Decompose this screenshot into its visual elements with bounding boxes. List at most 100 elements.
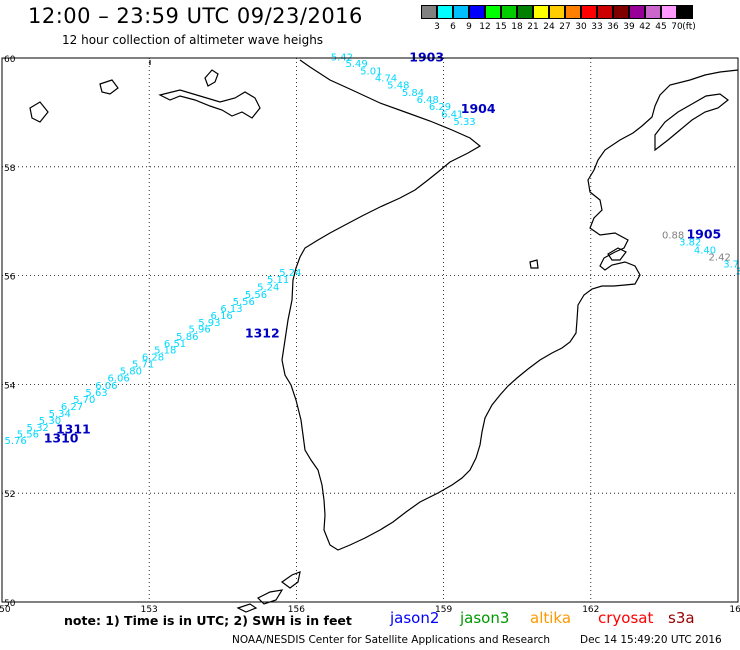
colorbar-swatch [677,5,693,19]
colorbar-label: 39 [623,22,635,32]
colorbar-swatch [549,5,565,19]
satellite-legend-jason3: jason3 [460,609,510,627]
colorbar-swatch [501,5,517,19]
satellite-legend-jason2: jason2 [390,609,440,627]
wave-height-value: 6.28 [142,352,164,363]
colorbar-swatch [581,5,597,19]
wave-height-value: 5.49 [345,59,367,70]
wave-height-value: 5.33 [453,117,475,128]
colorbar-label: 70 [671,22,683,32]
wave-height-value: 4.74 [375,73,397,84]
wave-height-value: 6.29 [429,102,451,113]
wave-height-value: 2.42 [709,252,731,263]
lon-tick-label: 159 [435,605,452,615]
colorbar-swatch [661,5,677,19]
colorbar-swatch [597,5,613,19]
wave-height-value: 5.86 [176,332,198,343]
wave-height-value: 5.96 [188,325,210,336]
wave-height-value: 5.80 [120,367,142,378]
pass-time-label: 1310 [44,431,79,446]
colorbar-swatch [613,5,629,19]
wave-height-value: 5.24 [257,282,279,293]
colorbar-label: 33 [591,22,603,32]
altimeter-tracks: 5.425.495.014.745.485.846.486.296.415.33… [4,49,740,447]
satellite-legend-s3a: s3a [668,609,695,627]
colorbar-swatch [565,5,581,19]
coastline [29,59,739,613]
colorbar-swatch [421,5,437,19]
wave-height-value: 5.18 [154,345,176,356]
wave-height-value: 5.01 [360,66,382,77]
colorbar-swatch [437,5,453,19]
wave-height-value: 5.48 [387,80,409,91]
wave-height-value: 5.30 [39,416,61,427]
wave-height-value: 6.06 [107,374,129,385]
map-frame [1,57,739,603]
wave-height-value: 5.56 [17,430,39,441]
colorbar-label: 6 [450,22,456,32]
colorbar-swatch [469,5,485,19]
wave-height-value: 5.70 [73,395,95,406]
satellite-legend-altika: altika [530,609,572,627]
wave-height-value: 0.88 [662,231,684,242]
wave-height-value: 6.41 [441,109,463,120]
lon-tick-label: 153 [141,605,158,615]
colorbar-label: 18 [511,22,523,32]
wave-height-value: 6.06 [95,381,117,392]
colorbar-swatch [629,5,645,19]
wave-height-value: 5.71 [132,360,154,371]
pass-time-label: 1311 [56,421,91,436]
page-subtitle: 12 hour collection of altimeter wave hei… [62,33,324,47]
wave-height-value: 6.51 [164,339,186,350]
lat-tick-label: 58 [4,164,16,174]
colorbar-label: 24 [543,22,555,32]
pass-time-label: 1312 [245,326,280,341]
wave-height-value: 6.16 [211,311,233,322]
wave-height-value: 5.56 [245,290,267,301]
wave-height-value: 5.24 [279,268,301,279]
pass-time-label: 1904 [461,101,496,116]
colorbar-label: 15 [495,22,507,32]
lat-tick-label: 50 [4,599,16,609]
wave-height-value: 5.76 [4,436,26,447]
colorbar-swatch [645,5,661,19]
colorbar-swatch [533,5,549,19]
generated-timestamp: Dec 14 15:49:20 UTC 2016 [580,634,722,646]
wave-height-value: 6.27 [61,402,83,413]
colorbar-label: 21 [527,22,539,32]
colorbar-label: 9 [466,22,472,32]
lat-tick-label: 60 [4,55,16,65]
colorbar-unit: (ft) [682,22,696,32]
satellite-legend-cryosat: cryosat [598,609,654,627]
wave-height-value: 5.84 [402,88,424,99]
colorbar-label: 3 [434,22,440,32]
wave-height-value: 5.34 [49,409,71,420]
colorbar-swatch [485,5,501,19]
credit-text: NOAA/NESDIS Center for Satellite Applica… [232,634,550,646]
footer-note: note: 1) Time is in UTC; 2) SWH is in fe… [64,613,352,628]
lat-lon-grid: 150 153 156 159 162 165 60 58 56 54 52 50 [0,55,740,615]
lat-tick-label: 54 [4,381,16,391]
colorbar-label: 42 [639,22,651,32]
wave-height-value: 5.56 [233,297,255,308]
colorbar-label: 12 [479,22,491,32]
wave-height-value: 4.40 [694,245,716,256]
pass-time-label: 1905 [686,227,721,242]
wave-height-value: 6.13 [220,304,242,315]
lon-tick-label: 156 [288,605,305,615]
colorbar-label: 30 [575,22,587,32]
wave-height-value: 5.63 [85,388,107,399]
page-title: 12:00 – 23:59 UTC 09/23/2016 [28,4,363,28]
wave-height-value: 5.11 [267,275,289,286]
colorbar-label: 36 [607,22,619,32]
lon-tick-label: 162 [582,605,599,615]
lat-tick-label: 56 [4,273,16,283]
wave-height-value: 5.32 [27,423,49,434]
wave-height-value: 6.48 [417,95,439,106]
wave-height-value: 3.82 [679,238,701,249]
colorbar-swatch [517,5,533,19]
wave-height-value: 5.93 [198,318,220,329]
pass-time-label: 1903 [409,49,444,64]
wave-height-value: 3.72 [723,259,740,270]
